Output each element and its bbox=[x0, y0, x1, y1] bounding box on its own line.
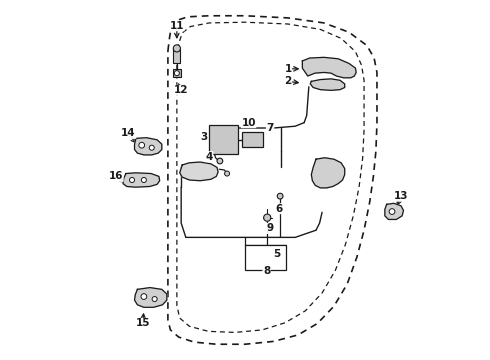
Polygon shape bbox=[302, 57, 356, 78]
Circle shape bbox=[264, 214, 271, 221]
Bar bbox=[245, 244, 286, 270]
Circle shape bbox=[224, 171, 230, 176]
Text: 1: 1 bbox=[284, 64, 292, 74]
Text: 3: 3 bbox=[200, 132, 207, 142]
Text: 2: 2 bbox=[284, 76, 292, 86]
Circle shape bbox=[141, 177, 147, 183]
Circle shape bbox=[141, 294, 147, 300]
Polygon shape bbox=[135, 138, 162, 155]
Circle shape bbox=[149, 145, 154, 150]
Polygon shape bbox=[385, 203, 403, 220]
Circle shape bbox=[217, 158, 223, 164]
Polygon shape bbox=[310, 79, 344, 90]
Bar bbox=[172, 69, 181, 77]
Circle shape bbox=[139, 142, 145, 148]
Text: 14: 14 bbox=[121, 129, 136, 138]
Bar bbox=[242, 132, 263, 147]
Circle shape bbox=[389, 209, 395, 215]
Text: 11: 11 bbox=[170, 21, 184, 31]
Text: 15: 15 bbox=[136, 319, 150, 328]
Polygon shape bbox=[311, 158, 344, 188]
Polygon shape bbox=[180, 162, 218, 181]
Circle shape bbox=[129, 177, 135, 183]
Circle shape bbox=[277, 193, 283, 199]
Text: 16: 16 bbox=[109, 171, 123, 181]
Text: 12: 12 bbox=[174, 85, 189, 95]
Text: 7: 7 bbox=[267, 123, 274, 133]
Circle shape bbox=[174, 71, 179, 76]
Text: 10: 10 bbox=[242, 118, 256, 128]
Text: 9: 9 bbox=[267, 224, 274, 233]
Polygon shape bbox=[135, 288, 167, 307]
Circle shape bbox=[173, 45, 180, 52]
Text: 6: 6 bbox=[275, 204, 283, 214]
Text: 8: 8 bbox=[263, 266, 270, 276]
Text: 5: 5 bbox=[273, 248, 281, 258]
Bar bbox=[209, 126, 238, 154]
Circle shape bbox=[152, 297, 157, 302]
Polygon shape bbox=[123, 173, 160, 187]
Text: 13: 13 bbox=[394, 191, 408, 201]
Text: 4: 4 bbox=[205, 152, 213, 162]
Bar bbox=[173, 48, 180, 63]
